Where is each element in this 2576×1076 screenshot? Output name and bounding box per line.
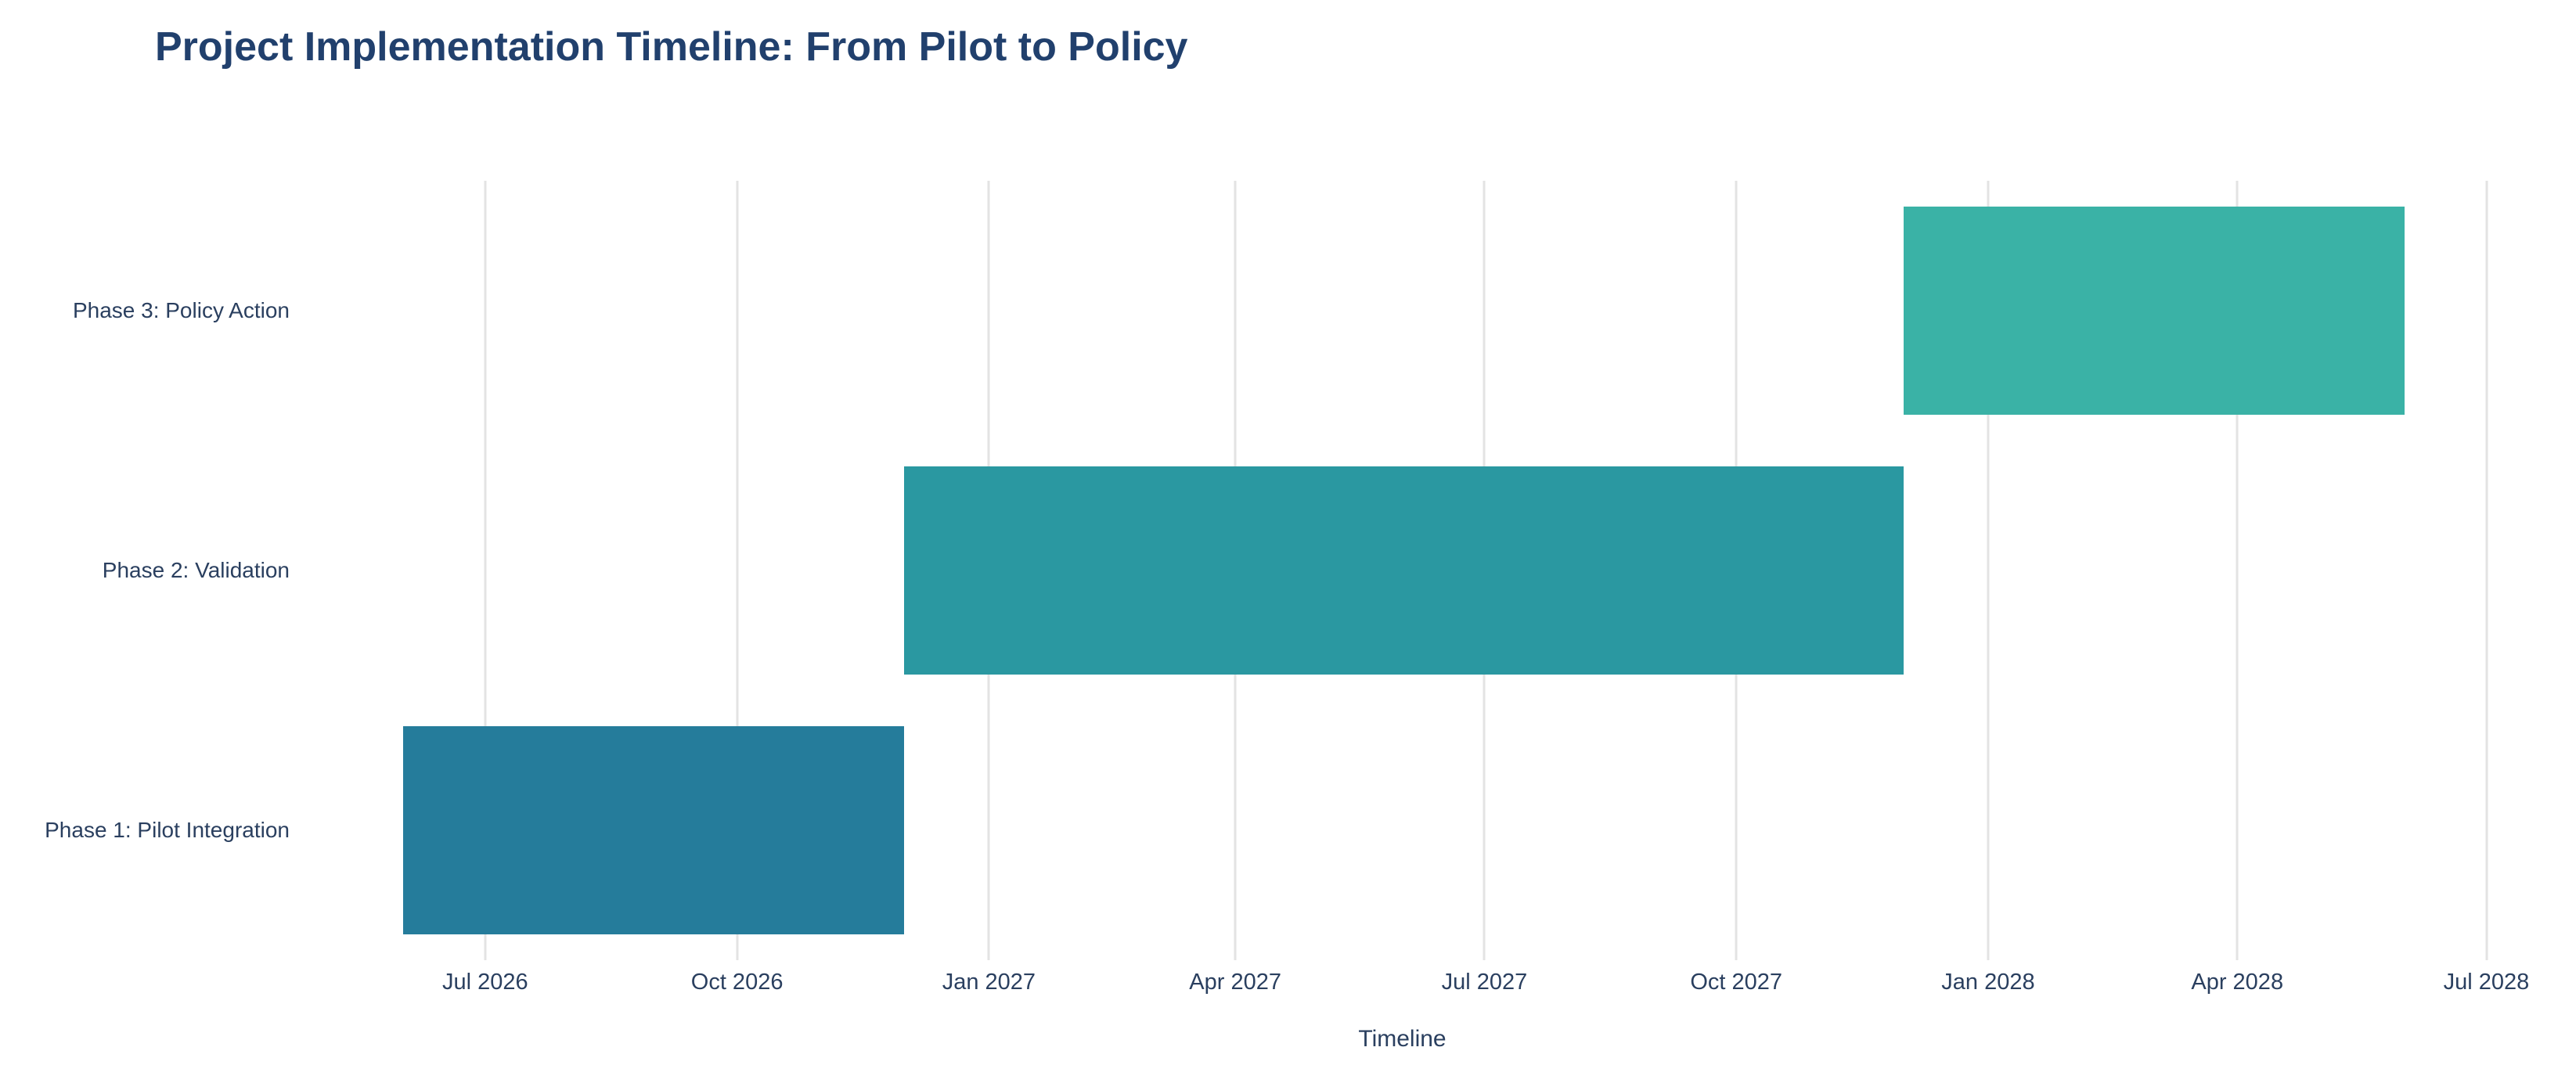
gantt-bar[interactable] [1903, 207, 2405, 415]
x-tick-label: Apr 2027 [1189, 970, 1281, 995]
x-tick-label: Oct 2026 [690, 970, 784, 995]
gridline [2236, 181, 2239, 960]
x-tick-label: Oct 2027 [1690, 970, 1783, 995]
y-tick-label: Phase 1: Pilot Integration [45, 818, 290, 842]
x-tick-label: Jan 2027 [942, 970, 1036, 995]
gridline [1987, 181, 1990, 960]
x-axis-title: Timeline [1358, 1026, 1447, 1052]
gridline [484, 181, 487, 960]
x-tick-label: Jan 2028 [1941, 970, 2035, 995]
x-tick-label: Jul 2027 [1441, 970, 1528, 995]
y-tick-label: Phase 3: Policy Action [72, 298, 290, 322]
gantt-bar[interactable] [402, 726, 904, 934]
x-tick-label: Apr 2028 [2191, 970, 2284, 995]
gridline [2485, 181, 2488, 960]
y-axis: Phase 1: Pilot Integration Phase 2: Valid… [0, 181, 290, 960]
x-tick-label: Jul 2026 [442, 970, 528, 995]
y-tick-label: Phase 2: Validation [102, 558, 290, 582]
x-tick-label: Jul 2028 [2443, 970, 2530, 995]
gridline [736, 181, 739, 960]
chart-title: Project Implementation Timeline: From Pi… [155, 24, 1188, 70]
gantt-bar[interactable] [903, 466, 1904, 675]
x-axis: Jul 2026 Oct 2026 Jan 2027 Apr 2027 Jul 2027… [315, 970, 2529, 1004]
plot-area [315, 181, 2489, 960]
